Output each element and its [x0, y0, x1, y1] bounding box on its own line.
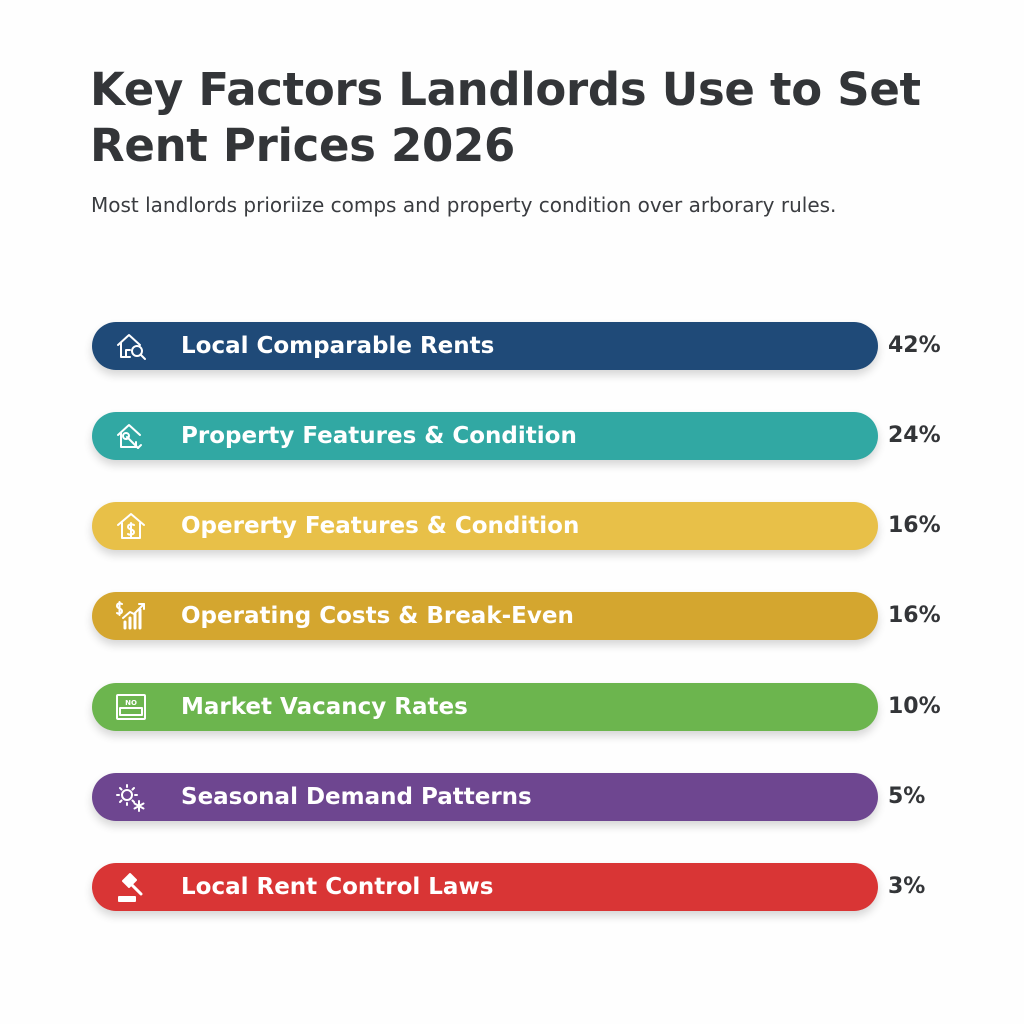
bar-value-label: 24%: [888, 423, 941, 448]
bar: Property Features & Condition: [92, 412, 878, 460]
bar-label: Property Features & Condition: [181, 423, 577, 449]
bar: NO Market Vacancy Rates: [92, 683, 878, 731]
bar-label: Local Comparable Rents: [181, 333, 495, 359]
dollar-growth-chart-icon: [114, 600, 148, 632]
chart-subtitle: Most landlords prioriize comps and prope…: [91, 193, 837, 217]
bar-row: Seasonal Demand Patterns 5%: [92, 773, 972, 821]
bar: Local Comparable Rents: [92, 322, 878, 370]
bar-value-label: 5%: [888, 784, 926, 809]
house-dollar-icon: [114, 510, 148, 542]
bar-value-label: 16%: [888, 603, 941, 628]
bar-label: Seasonal Demand Patterns: [181, 784, 532, 810]
bar-value-label: 3%: [888, 874, 926, 899]
no-vacancy-sign-icon: NO: [114, 691, 148, 723]
bar-row: Property Features & Condition 24%: [92, 412, 972, 460]
bar-row: Operating Costs & Break-Even 16%: [92, 592, 972, 640]
bar-value-label: 10%: [888, 694, 941, 719]
sun-snowflake-icon: [114, 781, 148, 813]
bar-label: Operating Costs & Break-Even: [181, 603, 574, 629]
svg-text:NO: NO: [125, 699, 137, 707]
bar-label: Opererty Features & Condition: [181, 513, 580, 539]
house-wrench-icon: [114, 420, 148, 452]
bar-value-label: 16%: [888, 513, 941, 538]
bar-row: Local Comparable Rents 42%: [92, 322, 972, 370]
chart-title: Key Factors Landlords Use to Set Rent Pr…: [90, 63, 921, 172]
bar-row: NO Market Vacancy Rates 10%: [92, 683, 972, 731]
bar-row: Opererty Features & Condition 16%: [92, 502, 972, 550]
bar-label: Local Rent Control Laws: [181, 874, 494, 900]
house-magnifier-icon: [114, 330, 148, 362]
bar-label: Market Vacancy Rates: [181, 694, 468, 720]
bar: Local Rent Control Laws: [92, 863, 878, 911]
bar: Seasonal Demand Patterns: [92, 773, 878, 821]
bar: Opererty Features & Condition: [92, 502, 878, 550]
gavel-icon: [114, 871, 148, 903]
bar-value-label: 42%: [888, 333, 941, 358]
bar: Operating Costs & Break-Even: [92, 592, 878, 640]
bar-row: Local Rent Control Laws 3%: [92, 863, 972, 911]
